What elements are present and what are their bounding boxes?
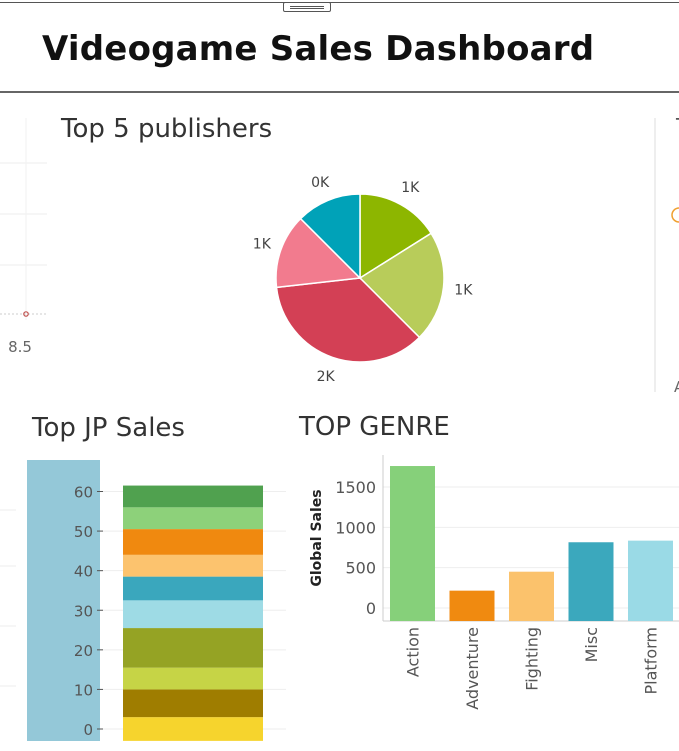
jp-tick-label: 0: [83, 721, 93, 739]
genre-bar[interactable]: [628, 540, 673, 621]
jp-stack-segment[interactable]: [123, 628, 263, 668]
jp-sales-chart: 0 10 20 30 40 50 60: [0, 460, 286, 741]
right-panel-fragment-bottom: A: [674, 378, 679, 396]
jp-stack-segment[interactable]: [123, 600, 263, 629]
jp-stack-segment[interactable]: [123, 667, 263, 690]
right-partial-panel: T A: [654, 114, 679, 396]
genre-bar[interactable]: [449, 590, 495, 621]
jp-stack-segment[interactable]: [123, 689, 263, 718]
genre-category-label: Action: [404, 627, 423, 677]
pie-slice-label: 0K: [311, 175, 330, 191]
jp-stack-segment[interactable]: [123, 529, 263, 555]
genre-tick-label: 0: [366, 599, 376, 618]
top-border: [0, 2, 679, 3]
pie-chart: [275, 193, 445, 363]
pie-slice-label: 1K: [253, 237, 272, 253]
jp-tick-label: 20: [74, 642, 93, 660]
genre-chart: 0 500 1000 1500 Global Sales Action Adventure F…: [309, 455, 679, 710]
genre-category-label: Misc: [582, 627, 601, 662]
genre-bar[interactable]: [390, 466, 435, 621]
left-partial-panel: 8.5: [0, 118, 47, 356]
jp-tick-label: 50: [74, 523, 93, 541]
pie-chart-title: Top 5 publishers: [61, 114, 273, 144]
right-panel-fragment-top: T: [675, 114, 679, 138]
jp-stack-segment[interactable]: [123, 554, 263, 577]
pie-slice[interactable]: [299, 193, 361, 280]
genre-category-label: Fighting: [523, 627, 542, 691]
pie-slice[interactable]: [275, 277, 421, 363]
left-axis-tick: 8.5: [8, 338, 32, 356]
jp-background-bar[interactable]: [27, 460, 100, 741]
drag-handle[interactable]: [283, 2, 331, 12]
jp-tick-label: 40: [74, 563, 93, 581]
pie-labels: 1K 1K 2K 1K 0K: [253, 175, 473, 385]
pie-slice[interactable]: [275, 217, 362, 289]
page-title: Videogame Sales Dashboard: [42, 29, 595, 69]
jp-sales-title: Top JP Sales: [32, 413, 185, 443]
genre-category-label: Adventure: [463, 627, 482, 710]
pie-slice-label: 1K: [401, 180, 420, 196]
jp-stack-segment[interactable]: [123, 485, 263, 508]
genre-chart-title: TOP GENRE: [299, 412, 450, 442]
jp-tick-label: 60: [74, 484, 93, 502]
genre-tick-label: 500: [345, 559, 376, 578]
pie-slice[interactable]: [358, 232, 445, 339]
genre-tick-label: 1000: [335, 518, 376, 537]
genre-bar[interactable]: [568, 542, 614, 621]
dashboard-header: Videogame Sales Dashboard: [0, 3, 679, 93]
jp-stack-segment[interactable]: [123, 717, 263, 741]
genre-bar[interactable]: [509, 571, 554, 621]
pie-slice-label: 1K: [454, 283, 473, 299]
pie-slice[interactable]: [359, 193, 433, 280]
jp-stack-segment[interactable]: [123, 576, 263, 601]
genre-tick-label: 1500: [335, 478, 376, 497]
jp-stack-segment[interactable]: [123, 507, 263, 530]
pie-slice-label: 2K: [317, 369, 336, 385]
genre-y-axis-label: Global Sales: [309, 489, 325, 586]
genre-category-label: Platform: [642, 627, 661, 694]
jp-tick-label: 10: [74, 681, 93, 699]
jp-tick-label: 30: [74, 602, 93, 620]
